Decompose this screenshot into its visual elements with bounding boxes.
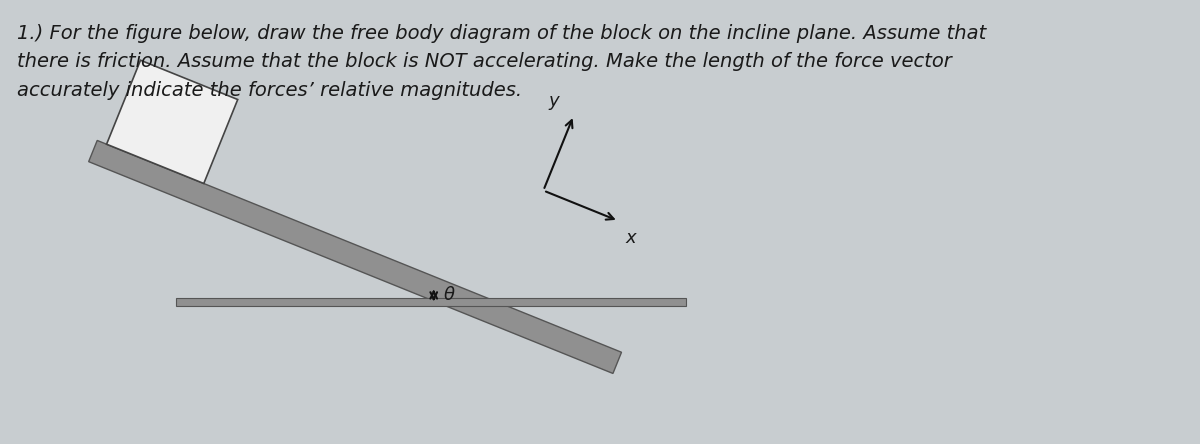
FancyBboxPatch shape <box>176 298 686 306</box>
Text: there is friction. Assume that the block is NOT accelerating. Make the length of: there is friction. Assume that the block… <box>17 52 952 71</box>
Text: 1.) For the figure below, draw the free body diagram of the block on the incline: 1.) For the figure below, draw the free … <box>17 24 986 43</box>
Text: $\theta$: $\theta$ <box>443 286 456 305</box>
Polygon shape <box>107 60 238 183</box>
Text: x: x <box>625 229 636 246</box>
Polygon shape <box>89 140 622 373</box>
Text: y: y <box>548 92 559 110</box>
Text: accurately indicate the forces’ relative magnitudes.: accurately indicate the forces’ relative… <box>17 81 522 100</box>
